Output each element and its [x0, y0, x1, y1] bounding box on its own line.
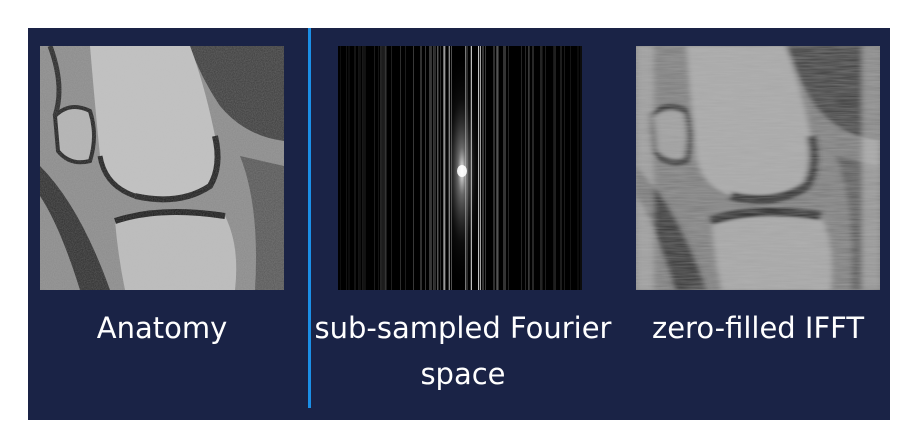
- blurred-reconstruction-image: [636, 46, 880, 290]
- k-space-sample-line: [508, 46, 509, 290]
- k-space-sample-line: [429, 46, 431, 290]
- ifft-caption: zero-filled IFFT: [651, 311, 865, 345]
- k-space-image: [338, 46, 582, 290]
- k-space-sample-line: [433, 46, 434, 290]
- k-space-sample-line: [521, 46, 522, 290]
- k-space-sample-line: [346, 46, 347, 290]
- k-space-sample-line: [503, 46, 504, 290]
- divider-line: [308, 28, 311, 408]
- k-space-sample-line: [431, 46, 432, 290]
- k-space-sample-line: [405, 46, 406, 290]
- k-space-sample-line: [570, 46, 571, 290]
- k-space-sample-line: [434, 46, 436, 290]
- k-space-sample-line: [564, 46, 565, 290]
- k-space-sample-line: [400, 46, 401, 290]
- k-space-sample-line: [525, 46, 526, 290]
- k-space-sample-line: [362, 46, 363, 290]
- k-space-sample-line: [382, 46, 384, 290]
- k-space-sample-line: [413, 46, 414, 290]
- k-space-sample-line: [380, 46, 381, 290]
- k-space-sample-line: [374, 46, 375, 290]
- k-space-sample-line: [528, 46, 530, 290]
- k-space-sample-line: [359, 46, 361, 290]
- ifft-image: [636, 46, 880, 290]
- k-space-sample-line: [540, 46, 542, 290]
- fourier-caption-line2: space: [420, 357, 506, 391]
- k-space-sample-line: [384, 46, 386, 290]
- k-space-sample-line: [580, 46, 582, 290]
- k-space-sample-line: [420, 46, 422, 290]
- k-space-sample-line: [378, 46, 379, 290]
- fourier-space-image: [338, 46, 582, 290]
- k-space-sample-line: [577, 46, 579, 290]
- k-space-sample-line: [496, 46, 497, 290]
- k-space-sample-line: [340, 46, 341, 290]
- k-space-sample-line: [553, 46, 554, 290]
- anatomy-image: [40, 46, 284, 290]
- k-space-sample-line: [381, 46, 382, 290]
- fourier-caption-line1: sub-sampled Fourier: [314, 311, 612, 345]
- k-space-sample-line: [485, 46, 486, 290]
- k-space-sample-line: [363, 46, 365, 290]
- anatomy-caption: Anatomy: [96, 311, 228, 345]
- k-space-sample-line: [354, 46, 356, 290]
- k-space-sample-line: [425, 46, 426, 290]
- figure-panel: Anatomy sub-sampled Fourier space: [28, 28, 890, 420]
- k-space-sample-line: [545, 46, 546, 290]
- k-space-sample-line: [560, 46, 562, 290]
- k-space-sample-line: [437, 46, 439, 290]
- k-space-sample-line: [554, 46, 556, 290]
- k-space-sample-line: [365, 46, 366, 290]
- k-space-sample-line: [348, 46, 350, 290]
- k-space-sample-line: [528, 46, 529, 290]
- k-space-sample-line: [391, 46, 392, 290]
- k-space-sample-line: [437, 46, 438, 290]
- k-space-sample-line: [497, 46, 499, 290]
- k-space-sample-line: [532, 46, 534, 290]
- k-space-sample-line: [497, 46, 498, 290]
- k-space-sample-line: [493, 46, 495, 290]
- knee-mri-anatomy-image: [40, 46, 284, 290]
- k-space-sample-line: [385, 46, 387, 290]
- k-space-sample-line: [542, 46, 543, 290]
- k-space-sample-line: [358, 46, 359, 290]
- k-space-sample-line: [504, 46, 506, 290]
